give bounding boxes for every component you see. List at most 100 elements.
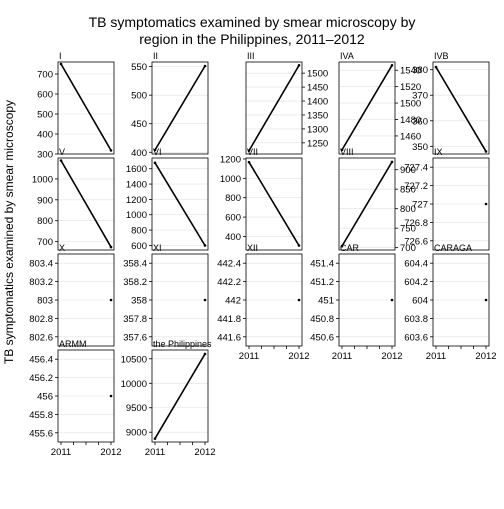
panel-border	[57, 157, 115, 251]
series-line	[60, 63, 112, 151]
panel-x: X 802.6 802.8 803 803.2 803.4	[29, 243, 115, 347]
y-tick-label: 900	[400, 165, 416, 176]
y-tick-label: 456.2	[29, 373, 53, 384]
y-tick-label: 455.6	[29, 428, 53, 439]
panel-xi: XI 357.6 357.8 358 358.2 358.4	[123, 243, 209, 347]
panel-label: VII	[247, 147, 258, 157]
y-tick-label: 900	[37, 195, 53, 206]
x-tick-label: 2011	[145, 447, 165, 458]
panel-label: V	[59, 147, 65, 157]
panel-label: XI	[153, 243, 162, 253]
data-point	[297, 64, 301, 67]
panel-label: VI	[153, 147, 162, 157]
panel-border	[338, 157, 396, 251]
panel-iva: IVA 1460 1480 1500 1520 1540	[338, 51, 421, 155]
data-point	[484, 202, 488, 206]
data-point	[203, 244, 207, 247]
y-tick-label: 727.2	[404, 181, 428, 192]
y-tick-label: 1000	[32, 174, 53, 185]
y-tick-label: 1200	[126, 195, 147, 206]
y-tick-label: 700	[37, 237, 53, 248]
y-tick-label: 803.2	[29, 277, 53, 288]
y-tick-label: 1500	[400, 99, 421, 110]
y-tick-label: 600	[131, 241, 147, 252]
panel-label: X	[59, 243, 65, 253]
panel-caraga: CARAGA 603.6 603.8 604 604.2 604.4 2011 2012	[404, 243, 496, 362]
y-tick-label: 1350	[307, 110, 328, 121]
y-tick-label: 455.8	[29, 410, 53, 421]
panel-label: IVA	[340, 51, 354, 61]
y-tick-label: 700	[400, 243, 416, 254]
y-tick-label: 1460	[400, 131, 421, 142]
x-tick-label: 2012	[194, 447, 215, 458]
panel-border	[338, 61, 396, 155]
series-line	[60, 160, 112, 248]
series-line	[435, 66, 487, 152]
series-line	[248, 161, 300, 246]
y-tick-label: 360	[412, 116, 428, 127]
y-tick-label: 802.8	[29, 314, 53, 325]
y-tick-label: 358	[131, 296, 147, 307]
series-line	[154, 162, 206, 246]
data-point	[390, 63, 394, 67]
y-tick-label: 500	[131, 91, 147, 102]
panel-border	[432, 61, 490, 155]
panel-label: III	[247, 51, 255, 61]
y-tick-label: 442.2	[217, 277, 241, 288]
x-tick-label: 2012	[381, 351, 402, 362]
panel-label: ARMM	[59, 339, 87, 349]
panel-border	[151, 157, 209, 251]
panel-v: V 700 800 900 1000	[32, 147, 115, 251]
x-tick-label: 2012	[475, 351, 496, 362]
y-tick-label: 380	[412, 65, 428, 76]
y-tick-label: 600	[37, 90, 53, 101]
y-tick-label: 726.6	[404, 236, 428, 247]
panel-label: I	[59, 51, 62, 61]
y-tick-label: 550	[131, 62, 147, 73]
y-tick-label: 450	[131, 119, 147, 130]
y-tick-label: 727	[412, 200, 428, 211]
y-tick-label: 600	[225, 213, 241, 224]
y-tick-label: 1600	[126, 164, 147, 175]
panel-ivb: IVB 350 360 370 380	[412, 51, 490, 155]
y-tick-label: 1400	[126, 180, 147, 191]
panel-border	[245, 157, 303, 251]
chart-title: TB symptomatics examined by smear micros…	[0, 14, 504, 48]
panel-label: IX	[434, 147, 443, 157]
data-point	[297, 298, 301, 302]
data-point	[109, 149, 113, 152]
y-tick-label: 450.8	[310, 314, 334, 325]
y-tick-label: 442	[225, 296, 241, 307]
data-point	[153, 437, 157, 440]
data-point	[340, 244, 344, 248]
x-tick-label: 2011	[426, 351, 446, 362]
y-tick-label: 603.6	[404, 332, 428, 343]
y-tick-label: 803.4	[29, 259, 53, 270]
data-point	[203, 352, 207, 356]
panel-the-philippines: the Philippines 9000 9500 10000 10500 2011 201…	[121, 339, 216, 458]
y-axis-label: TB symptomatics examined by smear micros…	[2, 99, 16, 365]
y-tick-label: 456.4	[29, 355, 53, 366]
y-tick-label: 1480	[400, 115, 421, 126]
y-tick-label: 9000	[126, 428, 147, 439]
data-point	[484, 150, 488, 153]
data-point	[340, 148, 344, 152]
panel-label: II	[153, 51, 158, 61]
y-tick-label: 604.4	[404, 259, 428, 270]
y-tick-label: 451	[318, 296, 334, 307]
series-line	[341, 161, 393, 247]
series-line	[154, 65, 206, 151]
y-tick-label: 1400	[307, 97, 328, 108]
y-tick-label: 802.6	[29, 332, 53, 343]
panel-car: CAR 450.6 450.8 451 451.2 451.4 2011 2012	[310, 243, 402, 362]
panel-ix: IX 726.6 726.8 727 727.2 727.4	[404, 147, 490, 251]
y-tick-label: 10000	[121, 379, 147, 390]
data-point	[109, 394, 113, 398]
y-tick-label: 1000	[220, 174, 241, 185]
y-tick-label: 451.2	[310, 277, 334, 288]
y-tick-label: 300	[37, 150, 53, 161]
series-line	[154, 353, 206, 439]
y-tick-label: 603.8	[404, 314, 428, 325]
